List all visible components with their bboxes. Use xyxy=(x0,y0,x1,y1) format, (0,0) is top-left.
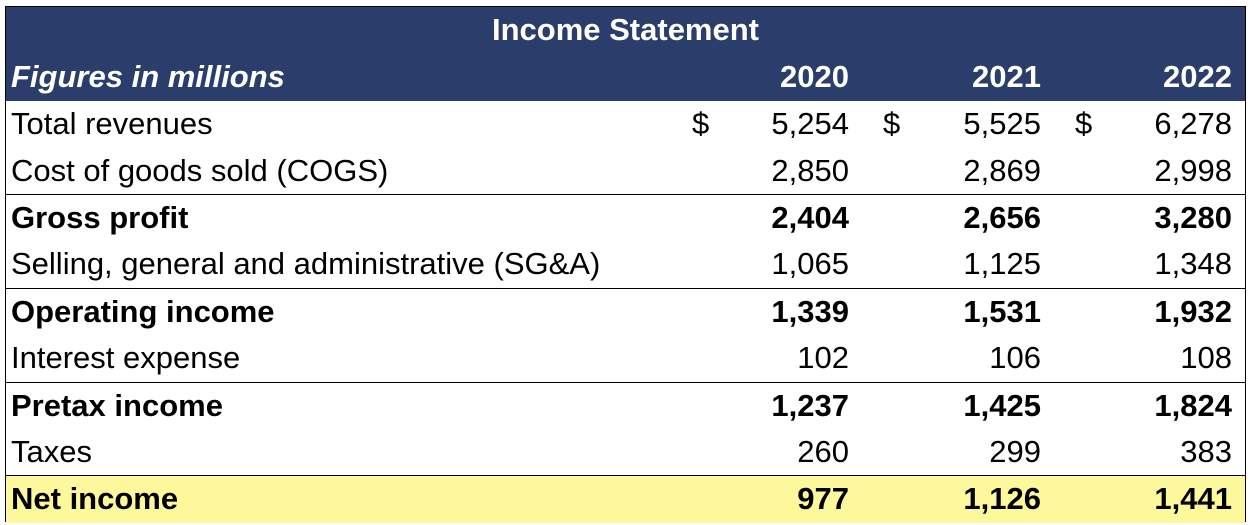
value-2021: 106 xyxy=(989,340,1041,375)
year-header-2021: 2021 xyxy=(972,59,1041,94)
row-label: Interest expense xyxy=(11,340,241,375)
value-2020: 977 xyxy=(797,481,849,516)
value-2020: 5,254 xyxy=(771,106,849,141)
value-2022: 1,932 xyxy=(1154,294,1232,329)
table-title: Income Statement xyxy=(491,12,759,47)
currency-symbol: $ xyxy=(1075,106,1093,141)
value-2021: 299 xyxy=(989,434,1041,469)
value-2022: 1,824 xyxy=(1154,388,1232,423)
value-2022: 2,998 xyxy=(1154,153,1232,188)
table-row-pretax-income: Pretax income 1,237 1,425 1,824 xyxy=(6,382,1245,430)
row-label: Net income xyxy=(11,481,179,516)
value-2021: 1,126 xyxy=(963,481,1041,516)
value-2020: 1,237 xyxy=(771,388,849,423)
year-header-2022: 2022 xyxy=(1163,59,1232,94)
year-header-2020: 2020 xyxy=(780,59,849,94)
value-2021: 1,531 xyxy=(963,294,1041,329)
table-row-interest-expense: Interest expense 102 106 108 xyxy=(6,335,1245,382)
table-row-gross-profit: Gross profit 2,404 2,656 3,280 xyxy=(6,194,1245,242)
value-2020: 1,339 xyxy=(771,294,849,329)
row-label: Total revenues xyxy=(11,106,213,141)
row-label: Selling, general and administrative (SG&… xyxy=(11,246,601,281)
value-2020: 260 xyxy=(797,434,849,469)
table-row-sga: Selling, general and administrative (SG&… xyxy=(6,241,1245,288)
value-2021: 2,656 xyxy=(963,200,1041,235)
table-row-net-income: Net income 977 1,126 1,441 xyxy=(6,475,1245,523)
value-2022: 383 xyxy=(1180,434,1232,469)
value-2021: 1,125 xyxy=(963,246,1041,281)
row-label: Operating income xyxy=(11,294,275,329)
value-2021: 2,869 xyxy=(963,153,1041,188)
row-label: Cost of goods sold (COGS) xyxy=(11,153,389,188)
currency-symbol: $ xyxy=(692,106,710,141)
row-label: Pretax income xyxy=(11,388,223,423)
units-label: Figures in millions xyxy=(11,59,285,94)
table-row-total-revenues: Total revenues $ 5,254 $ 5,525 $ 6,278 xyxy=(6,101,1245,148)
column-header-row: Figures in millions 2020 2021 2022 xyxy=(6,54,1245,101)
table-row-cogs: Cost of goods sold (COGS) 2,850 2,869 2,… xyxy=(6,148,1245,195)
value-2022: 1,348 xyxy=(1154,246,1232,281)
table-row-taxes: Taxes 260 299 383 xyxy=(6,429,1245,476)
value-2022: 6,278 xyxy=(1154,106,1232,141)
value-2022: 1,441 xyxy=(1154,481,1232,516)
value-2021: 1,425 xyxy=(963,388,1041,423)
value-2020: 1,065 xyxy=(771,246,849,281)
row-label: Taxes xyxy=(11,434,92,469)
table-row-operating-income: Operating income 1,339 1,531 1,932 xyxy=(6,288,1245,336)
value-2022: 108 xyxy=(1180,340,1232,375)
currency-symbol: $ xyxy=(883,106,901,141)
value-2020: 2,404 xyxy=(771,200,849,235)
value-2020: 2,850 xyxy=(771,153,849,188)
value-2020: 102 xyxy=(797,340,849,375)
title-row: Income Statement xyxy=(6,7,1245,54)
value-2021: 5,525 xyxy=(963,106,1041,141)
row-label: Gross profit xyxy=(11,200,189,235)
value-2022: 3,280 xyxy=(1154,200,1232,235)
income-statement-table: Income Statement Figures in millions 202… xyxy=(5,6,1246,523)
